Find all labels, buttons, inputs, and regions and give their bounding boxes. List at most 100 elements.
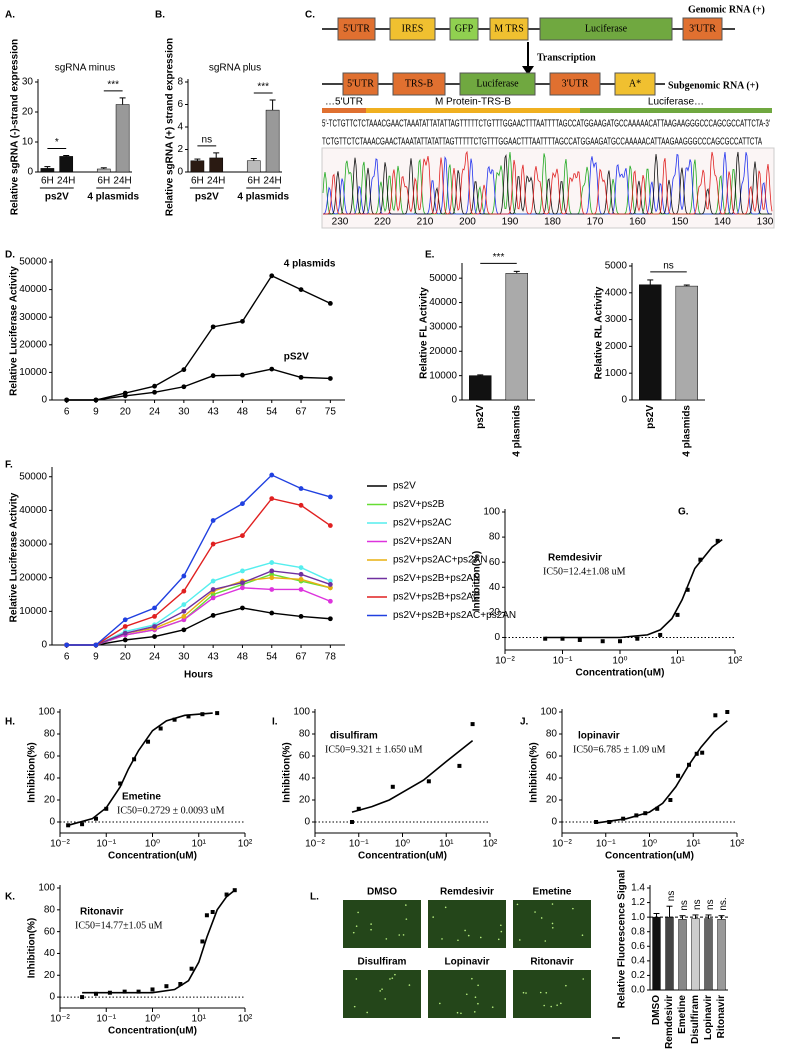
group-label: 4 plasmids [87,192,139,203]
y-tick-label: 10 [22,137,34,148]
ic50-label: IC50=9.321 ± 1.650 uM [325,744,423,755]
y-axis-label: Relative sgRNA (-)-strand expression [10,39,21,215]
cell-spot [525,992,527,994]
cell-spot [519,939,521,941]
point [635,636,640,641]
point [327,578,333,584]
point [269,472,275,478]
micrograph [343,900,421,948]
significance-label: ns [705,899,716,910]
y-axis-label: Relative Luciferase Activity [9,266,20,396]
cell-spot [477,1002,479,1005]
x-tick-label: DMSO [651,995,662,1025]
y-tick-label: 50000 [19,257,47,268]
significance-label: ns. [718,897,729,910]
arrow-label: Transcription [537,52,596,63]
x-tick-label: 24H [57,176,75,187]
y-tick-label: 40 [44,948,56,959]
x-tick-label: 54 [266,407,278,418]
y-tick-label: 20000 [19,339,47,350]
y-tick-label: 8 [177,77,183,88]
point [178,982,183,986]
point [269,496,275,502]
y-tick-label: 40000 [19,284,47,295]
point [172,717,177,722]
position-label: 200 [459,217,476,228]
point [181,608,187,614]
point [349,820,354,824]
panel-label: C. [305,10,315,21]
cell-spot [355,978,358,980]
x-tick-label: 10⁰ [642,839,657,850]
gene-box [342,72,379,96]
x-tick-label: 10⁻¹ [596,839,616,850]
bar [209,157,224,173]
y-tick-label: 30000 [19,312,47,323]
legend-label: ps2V [393,481,416,492]
legend-label: ps2V+ps2AN [393,536,452,547]
point [240,318,245,324]
cell-spot [352,931,355,934]
point [390,784,395,789]
fit-curve [595,720,728,824]
bar [717,919,726,991]
x-tick-label: 10⁻¹ [96,839,116,850]
gene-label: GFP [455,23,474,34]
series-label: pS2V [284,352,309,363]
point [189,966,194,971]
x-tick-label: 6H [97,176,110,187]
y-tick-label: 0.0 [631,985,645,996]
gene-label: 3'UTR [562,78,589,89]
point [298,576,304,582]
y-tick-label: 20 [22,107,34,118]
y-tick-label: 0 [494,632,500,643]
cell-spot [540,917,543,919]
y-tick-label: 0.6 [631,941,645,952]
cell-spot [477,984,479,987]
x-tick-label: 10⁰ [145,839,160,850]
x-tick-label: 10⁻² [50,1014,70,1025]
cell-spot [456,1011,459,1014]
cell-spot [497,938,500,941]
ic50-label: IC50=0.2729 ± 0.0093 uM [117,805,225,816]
position-label: 230 [332,217,349,228]
y-tick-label: 60 [489,557,501,568]
y-tick-label: 100 [483,507,500,518]
x-tick-label: 78 [325,652,337,663]
gene-box [682,17,723,41]
point [685,587,690,592]
cell-spot [544,940,547,942]
point [80,995,85,1000]
bar [652,916,661,991]
point [181,588,187,594]
cell-spot [379,990,381,992]
x-tick-label: 10⁰ [395,839,410,850]
significance-label: *** [257,82,269,93]
y-tick-label: 40 [546,773,558,784]
position-label: 130 [757,217,774,228]
y-tick-label: 1.0 [631,912,645,923]
point [66,823,71,828]
cell-spot [405,904,407,906]
y-tick-label: 0.4 [631,955,645,966]
point [298,565,304,570]
y-tick-label: 100 [38,883,55,894]
y-axis-label: Relative FL Activity [419,287,430,379]
x-tick-label: 10⁰ [612,656,627,667]
point [224,892,229,897]
cell-spot [441,938,443,940]
significance-label: *** [493,252,505,263]
point [725,710,730,714]
bar [246,160,261,173]
x-tick-label: 10² [728,656,743,667]
y-tick-label: 40 [489,582,501,593]
x-tick-label: 54 [266,652,278,663]
point [298,571,304,577]
x-tick-label: 10¹ [670,656,685,667]
arrow-head [522,66,534,75]
gene-box [449,17,479,41]
x-tick-label: 6 [64,652,70,663]
point [158,726,163,731]
group-label: 4 plasmids [237,192,289,203]
